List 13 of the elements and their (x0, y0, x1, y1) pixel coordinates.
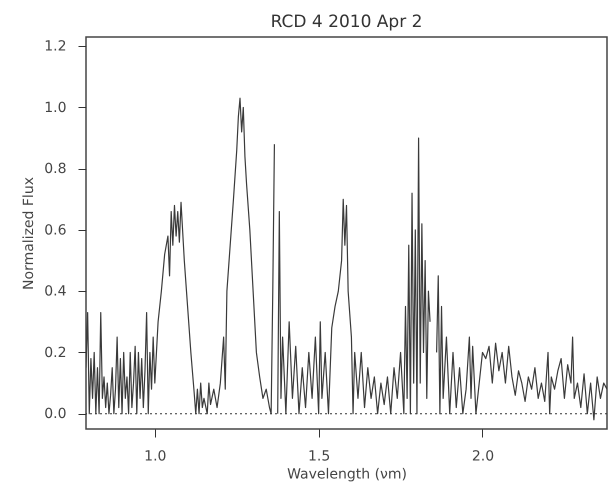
x-tick-label: 1.0 (144, 448, 166, 464)
x-tick-label: 2.0 (472, 448, 494, 464)
y-tick-label: 1.0 (44, 100, 66, 116)
y-tick-label: 0.4 (44, 284, 67, 300)
y-tick-label: 0.8 (44, 161, 66, 178)
x-tick-label: 1.5 (308, 448, 330, 464)
y-axis-title: Normalized Flux (21, 177, 38, 290)
y-tick-label: 1.2 (44, 38, 66, 55)
y-tick-label: 0.6 (44, 222, 67, 238)
y-tick-label: 0.0 (44, 406, 66, 422)
chart-title: RCD 4 2010 Apr 2 (270, 12, 422, 32)
x-axis-title: Wavelength (νm) (287, 466, 407, 482)
y-tick-label: 0.2 (44, 344, 66, 361)
